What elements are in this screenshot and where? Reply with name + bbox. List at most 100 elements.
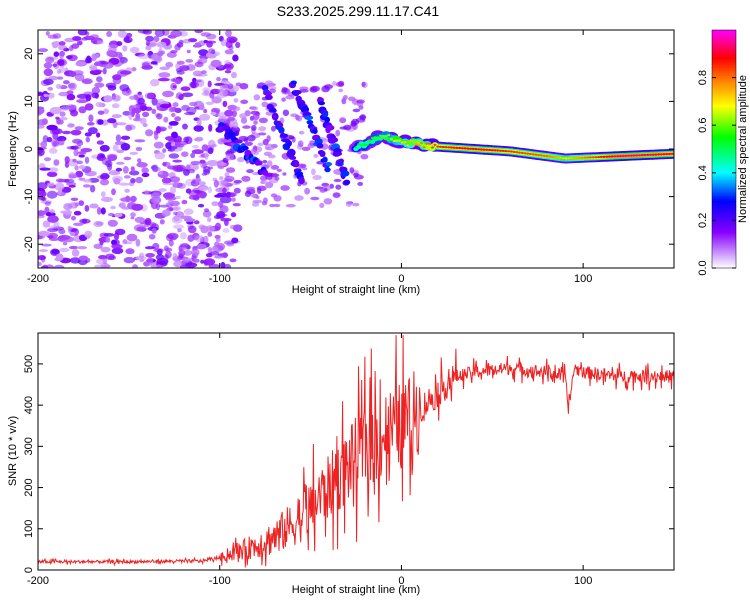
noise-blob [323,198,333,205]
noise-blob [55,116,60,120]
ridge-blob [599,155,603,158]
noise-blob [115,122,127,126]
snr-series-line [38,335,674,568]
noise-blob [149,79,160,87]
noise-blob [54,182,65,191]
noise-blob [82,184,91,188]
noise-blob [207,247,213,252]
noise-blob [227,116,236,122]
ridge-blob [338,158,344,164]
noise-blob [46,124,58,131]
noise-blob [87,122,95,126]
noise-blob [240,99,249,105]
noise-blob [280,185,290,191]
noise-blob [105,236,111,243]
noise-blob [48,167,59,173]
ridge-blob [512,150,516,153]
noise-blob [111,239,117,246]
ridge-blob [542,154,546,157]
noise-blob [194,235,205,242]
noise-blob [298,130,305,135]
noise-blob [232,54,239,62]
noise-blob [214,194,223,198]
noise-blob [111,103,120,109]
ridge-blob [304,115,314,121]
noise-blob [67,83,75,89]
noise-blob [96,140,105,145]
noise-blob [47,215,59,223]
noise-blob [75,61,87,67]
noise-blob [226,191,231,198]
noise-blob [167,124,173,130]
noise-blob [141,167,149,174]
ridge-blob [640,154,644,157]
noise-blob [352,108,361,113]
noise-blob [57,76,64,80]
noise-blob [107,154,118,161]
noise-blob [64,156,70,164]
noise-blob [38,124,45,129]
noise-blob [110,205,116,210]
noise-blob [91,86,101,95]
ridge-blob [312,128,318,134]
noise-blob [239,113,248,119]
noise-blob [202,166,211,173]
noise-blob [202,87,211,93]
noise-blob [55,83,62,90]
noise-blob [333,178,342,183]
noise-blob [84,205,90,212]
noise-blob [199,113,211,121]
noise-blob [207,231,213,237]
noise-blob [202,210,212,218]
noise-blob [193,220,200,225]
noise-blob [56,69,62,74]
noise-blob [135,238,141,247]
noise-blob [78,106,87,114]
noise-blob [311,168,316,176]
ridge-blob [564,157,568,160]
noise-blob [153,132,159,140]
noise-blob [59,50,65,57]
noise-blob [120,135,131,140]
noise-blob [297,163,304,169]
noise-blob [223,263,232,268]
noise-blob [120,143,131,151]
ridge-blob [632,154,636,157]
noise-blob [233,179,242,184]
noise-blob [197,203,205,208]
noise-blob [231,71,237,79]
noise-blob [252,113,260,121]
noise-blob [161,209,171,217]
noise-blob [229,258,237,263]
noise-blob [194,30,203,34]
ridge-blob [550,155,554,158]
noise-blob [93,221,104,227]
noise-blob [156,113,163,120]
noise-blob [171,131,178,139]
noise-blob [281,97,286,102]
ridge-blob [357,143,361,146]
noise-blob [43,93,48,98]
noise-blob [253,120,258,125]
y-tick-label: 200 [23,478,35,496]
noise-blob [141,65,153,70]
ridge-blob [381,135,385,138]
noise-blob [81,78,93,85]
ridge-blob [493,149,497,152]
chart-title: S233.2025.299.11.17.C41 [277,3,440,19]
noise-blob [111,244,123,249]
noise-blob [145,40,151,46]
ridge-blob [509,150,513,153]
noise-blob [183,208,194,215]
ridge-blob [665,153,669,156]
noise-blob [206,40,213,48]
noise-blob [218,116,227,123]
noise-blob [76,246,88,250]
noise-blob [95,101,103,108]
ridge-blob [411,144,415,147]
noise-blob [92,69,103,73]
noise-blob [204,152,209,160]
top-x-axis-label: Height of straight line (km) [292,284,420,296]
ridge-blob [316,143,324,149]
noise-blob [167,200,174,204]
